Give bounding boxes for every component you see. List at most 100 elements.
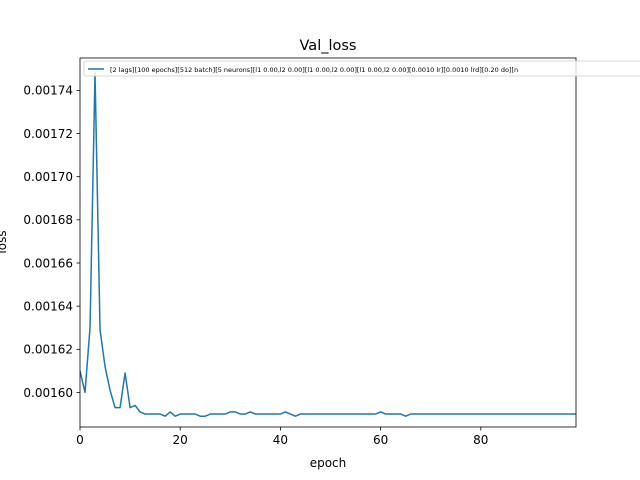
- data-point: [154, 413, 156, 415]
- data-point: [550, 413, 552, 415]
- data-point: [530, 413, 532, 415]
- data-point: [280, 413, 282, 415]
- data-point: [159, 413, 161, 415]
- data-point: [440, 413, 442, 415]
- data-point: [255, 413, 257, 415]
- data-point: [104, 366, 106, 368]
- data-point: [285, 411, 287, 413]
- data-point: [250, 411, 252, 413]
- data-point: [455, 413, 457, 415]
- data-point: [560, 413, 562, 415]
- data-point: [525, 413, 527, 415]
- data-point: [555, 413, 557, 415]
- data-point: [214, 413, 216, 415]
- data-point: [345, 413, 347, 415]
- data-point: [360, 413, 362, 415]
- data-point: [370, 413, 372, 415]
- x-axis-ticks: 0 20 40 60 80: [76, 427, 488, 447]
- data-point: [245, 413, 247, 415]
- data-point: [415, 413, 417, 415]
- data-point: [134, 405, 136, 407]
- data-point: [470, 413, 472, 415]
- data-point: [435, 413, 437, 415]
- data-point: [350, 413, 352, 415]
- data-point: [199, 415, 201, 417]
- data-point: [169, 411, 171, 413]
- data-point: [230, 411, 232, 413]
- data-point: [390, 413, 392, 415]
- x-tick-label: 20: [173, 433, 188, 447]
- data-point: [174, 415, 176, 417]
- data-point: [139, 411, 141, 413]
- data-point: [480, 413, 482, 415]
- data-point: [265, 413, 267, 415]
- y-tick-label: 0.00162: [23, 343, 73, 357]
- data-point: [535, 413, 537, 415]
- data-point: [114, 407, 116, 409]
- x-tick-label: 80: [473, 433, 488, 447]
- data-point: [300, 413, 302, 415]
- data-point: [475, 413, 477, 415]
- data-point: [375, 413, 377, 415]
- data-point: [325, 413, 327, 415]
- legend: [2 lags][100 epochs][512 batch][5 neuron…: [83, 60, 640, 77]
- data-point: [510, 413, 512, 415]
- data-point: [385, 413, 387, 415]
- legend-label: [2 lags][100 epochs][512 batch][5 neuron…: [110, 66, 518, 74]
- data-point: [124, 372, 126, 374]
- data-point: [465, 413, 467, 415]
- plot-frame: [79, 57, 577, 428]
- data-point: [485, 413, 487, 415]
- data-point: [320, 413, 322, 415]
- y-tick-label: 0.00160: [23, 386, 73, 400]
- chart-title: Val_loss: [300, 38, 357, 54]
- data-point: [184, 413, 186, 415]
- data-point: [450, 413, 452, 415]
- data-point: [164, 415, 166, 417]
- data-point: [540, 413, 542, 415]
- data-point: [490, 413, 492, 415]
- data-point: [305, 413, 307, 415]
- data-point: [89, 327, 91, 329]
- data-point: [420, 413, 422, 415]
- data-point: [515, 413, 517, 415]
- data-point: [194, 413, 196, 415]
- data-point: [260, 413, 262, 415]
- data-point: [270, 413, 272, 415]
- data-point: [495, 413, 497, 415]
- y-axis-label: loss: [0, 230, 9, 253]
- data-point: [335, 413, 337, 415]
- data-point: [425, 413, 427, 415]
- data-point: [340, 413, 342, 415]
- y-tick-label: 0.00164: [23, 299, 73, 313]
- data-point: [129, 407, 131, 409]
- data-point: [430, 413, 432, 415]
- data-point: [310, 413, 312, 415]
- data-point: [290, 413, 292, 415]
- x-tick-label: 0: [76, 433, 84, 447]
- data-point: [275, 413, 277, 415]
- data-point: [295, 415, 297, 417]
- data-point: [365, 413, 367, 415]
- data-point: [395, 413, 397, 415]
- data-point: [235, 411, 237, 413]
- data-point: [204, 415, 206, 417]
- data-point: [505, 413, 507, 415]
- data-point: [84, 392, 86, 394]
- data-point: [355, 413, 357, 415]
- y-tick-label: 0.00170: [23, 170, 73, 184]
- data-point: [445, 413, 447, 415]
- y-tick-label: 0.00172: [23, 127, 73, 141]
- data-point: [460, 413, 462, 415]
- plot-area: [80, 72, 576, 417]
- x-tick-label: 60: [373, 433, 388, 447]
- data-point: [224, 413, 226, 415]
- data-point: [179, 413, 181, 415]
- data-point: [500, 413, 502, 415]
- data-point: [149, 413, 151, 415]
- y-tick-label: 0.00174: [23, 84, 73, 98]
- data-point: [119, 407, 121, 409]
- y-tick-label: 0.00166: [23, 256, 73, 270]
- data-point: [189, 413, 191, 415]
